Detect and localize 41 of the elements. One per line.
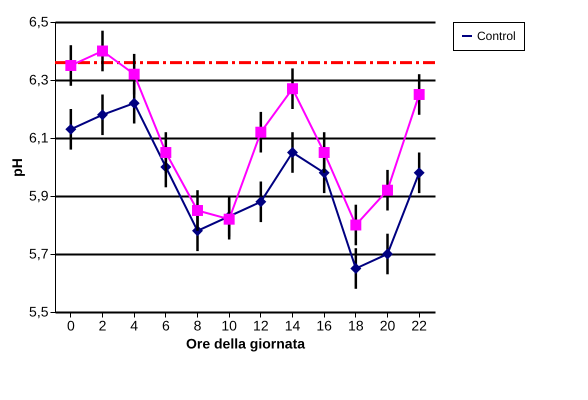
point [97, 109, 108, 120]
x-tick-label: 20 [380, 318, 396, 334]
x-tick-label: 22 [411, 318, 428, 334]
point [318, 147, 330, 158]
point [350, 220, 362, 230]
y-tick-label: 5,9 [29, 188, 49, 204]
legend-label: Control [477, 29, 516, 43]
x-tick-label: 4 [130, 318, 138, 334]
point [65, 60, 76, 71]
y-tick-label: 6,5 [29, 14, 49, 30]
point [192, 205, 203, 216]
x-tick-label: 14 [284, 318, 300, 334]
point [160, 147, 172, 158]
x-tick-label: 18 [348, 318, 364, 334]
x-tick-label: 6 [162, 318, 170, 334]
x-axis-title: Ore della giornata [186, 336, 306, 352]
y-tick-label: 5,5 [29, 304, 49, 320]
point [255, 196, 266, 208]
point [128, 68, 140, 80]
x-tick-label: 0 [66, 318, 75, 334]
x-tick-label: 16 [316, 318, 332, 334]
x-tick-label: 2 [98, 318, 107, 334]
point [382, 184, 393, 196]
point [128, 98, 140, 109]
point [382, 248, 393, 260]
point [97, 46, 108, 56]
point [255, 126, 266, 138]
point [414, 167, 425, 178]
point [350, 263, 362, 274]
point [287, 147, 298, 158]
point [65, 124, 76, 135]
y-axis-title: pH [9, 158, 26, 177]
point [224, 214, 235, 225]
point [287, 83, 298, 94]
y-tick-label: 6,1 [29, 130, 49, 146]
y-tick-label: 5,7 [29, 246, 49, 262]
point [414, 89, 425, 100]
x-tick-label: 12 [253, 318, 269, 334]
x-tick-label: 10 [221, 318, 238, 334]
y-tick-label: 6,3 [29, 72, 49, 88]
x-tick-label: 8 [194, 318, 202, 334]
